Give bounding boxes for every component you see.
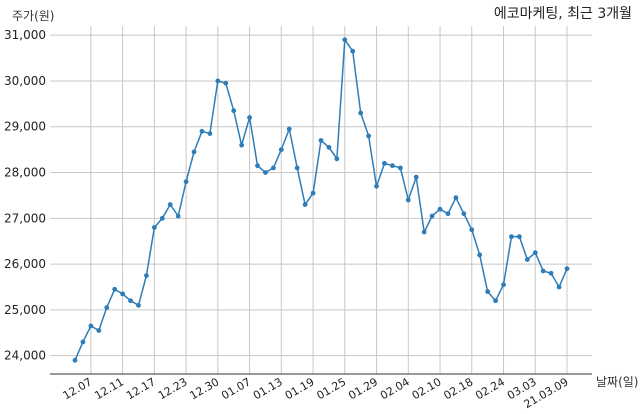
data-point xyxy=(366,133,372,139)
data-point xyxy=(350,48,356,54)
x-tick-label: 12.07 xyxy=(61,375,95,402)
y-tick-label: 28,000 xyxy=(4,166,46,180)
data-point xyxy=(191,149,197,155)
data-point xyxy=(477,252,483,258)
data-point xyxy=(302,202,308,207)
x-tick-label: 02.10 xyxy=(410,375,444,402)
data-point xyxy=(445,211,451,217)
x-axis-ticks: 12.0712.1112.1712.2312.3001.0701.1301.19… xyxy=(61,375,571,411)
data-point xyxy=(540,268,546,274)
data-point xyxy=(493,298,498,304)
data-point xyxy=(318,138,324,143)
y-tick-label: 26,000 xyxy=(4,257,46,271)
data-point xyxy=(501,282,506,288)
data-point xyxy=(144,273,149,278)
data-point xyxy=(247,115,252,120)
data-point xyxy=(207,131,213,137)
data-point xyxy=(263,170,268,175)
chart-title: 에코마케팅, 최근 3개월 xyxy=(494,6,632,22)
data-point xyxy=(223,80,229,86)
data-point xyxy=(270,165,276,171)
data-point xyxy=(556,284,562,290)
data-point xyxy=(461,211,467,217)
data-point xyxy=(421,229,427,235)
data-point xyxy=(397,165,403,171)
data-point xyxy=(453,195,459,201)
x-tick-label: 01.19 xyxy=(283,375,317,402)
y-axis-label: 주가(원) xyxy=(12,9,54,23)
data-point xyxy=(390,163,395,169)
data-point xyxy=(382,160,387,166)
x-tick-label: 12.30 xyxy=(188,375,222,402)
data-point xyxy=(524,257,530,262)
data-point xyxy=(199,128,205,134)
data-point xyxy=(120,291,126,297)
data-point xyxy=(485,289,491,294)
data-point xyxy=(128,298,133,304)
data-point xyxy=(429,213,435,219)
y-tick-label: 27,000 xyxy=(4,211,46,225)
data-point xyxy=(342,37,348,43)
data-point xyxy=(72,357,78,363)
price-series-points xyxy=(72,37,570,363)
data-point xyxy=(278,147,284,153)
data-point xyxy=(215,78,221,84)
data-point xyxy=(167,202,173,207)
data-point xyxy=(509,234,514,240)
data-point xyxy=(136,302,141,308)
x-tick-label: 01.29 xyxy=(346,375,380,402)
data-point xyxy=(516,234,522,240)
data-point xyxy=(175,213,181,219)
data-point xyxy=(255,163,260,169)
data-point xyxy=(564,266,570,272)
data-point xyxy=(405,197,411,203)
x-tick-label: 12.17 xyxy=(124,375,158,402)
data-point xyxy=(294,165,300,171)
data-point xyxy=(548,270,554,276)
data-point xyxy=(310,190,316,196)
y-tick-label: 29,000 xyxy=(4,120,46,134)
x-axis-label: 날짜(일) xyxy=(596,375,638,389)
data-point xyxy=(239,142,245,148)
y-tick-label: 24,000 xyxy=(4,349,46,363)
data-point xyxy=(96,328,102,333)
x-tick-label: 12.11 xyxy=(92,375,126,402)
data-point xyxy=(469,227,475,233)
data-point xyxy=(358,110,364,116)
x-tick-label: 01.25 xyxy=(315,375,349,402)
data-point xyxy=(413,174,419,180)
x-tick-label: 01.13 xyxy=(251,375,285,402)
price-series-line xyxy=(74,37,568,361)
grid-lines xyxy=(50,26,592,374)
data-point xyxy=(532,250,538,256)
x-tick-label: 02.18 xyxy=(441,375,475,402)
y-tick-label: 25,000 xyxy=(4,303,46,317)
data-point xyxy=(334,156,340,162)
y-tick-label: 31,000 xyxy=(4,28,46,42)
data-point xyxy=(326,144,332,150)
x-tick-label: 01.07 xyxy=(219,375,253,402)
data-point xyxy=(374,183,379,189)
x-tick-label: 02.24 xyxy=(473,375,507,402)
data-point xyxy=(231,108,237,114)
data-point xyxy=(104,305,110,311)
y-tick-label: 30,000 xyxy=(4,74,46,88)
data-point xyxy=(151,225,157,230)
data-point xyxy=(437,206,443,212)
data-point xyxy=(159,215,165,221)
x-tick-label: 02.04 xyxy=(378,375,412,402)
data-point xyxy=(112,286,118,292)
x-tick-label: 12.23 xyxy=(156,375,190,402)
data-point xyxy=(286,126,292,132)
data-point xyxy=(80,339,86,345)
data-point xyxy=(183,179,189,185)
data-point xyxy=(88,323,94,329)
y-axis-ticks: 24,000 25,000 26,000 27,000 28,000 29,000 30,0… xyxy=(4,28,46,363)
